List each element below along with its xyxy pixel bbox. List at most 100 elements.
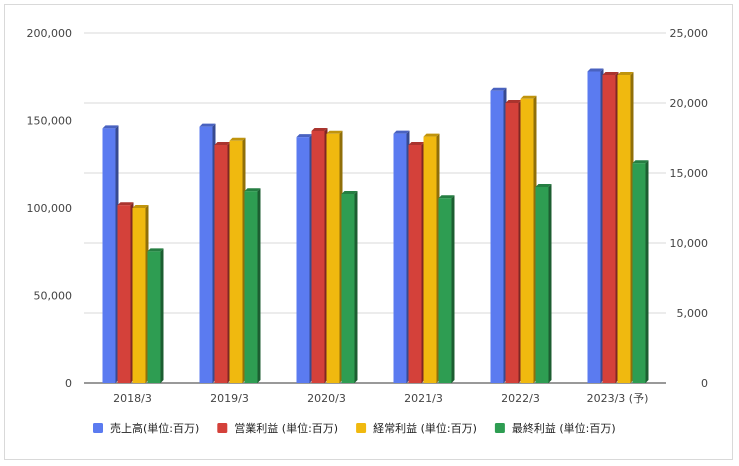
x-tick-label: 2022/3: [501, 392, 540, 405]
bar-top: [147, 248, 164, 252]
left-tick-label: 50,000: [34, 290, 73, 303]
bar: [632, 160, 649, 383]
bar: [229, 137, 246, 383]
bar-top: [102, 125, 119, 129]
bar-front: [632, 163, 646, 383]
bar-front: [117, 205, 131, 383]
bar-top: [490, 87, 507, 91]
bar-top: [244, 188, 261, 192]
bar-front: [102, 128, 116, 383]
bar-front: [229, 140, 243, 383]
bar: [341, 191, 358, 383]
bar: [102, 125, 119, 383]
legend-item: 最終利益 (単位:百万): [494, 421, 616, 435]
right-tick-label: 15,000: [670, 167, 709, 180]
bar-front: [147, 251, 161, 383]
bar-top: [587, 68, 604, 72]
bar-front: [535, 187, 549, 383]
left-axis: 0 50,000 100,000 150,000 200,000: [27, 27, 73, 390]
legend-label: 売上高(単位:百万): [110, 421, 199, 435]
legend-label: 経常利益 (単位:百万): [373, 421, 477, 435]
bars: [102, 68, 649, 384]
legend-item: 営業利益 (単位:百万): [217, 421, 338, 435]
x-tick-label: 2020/3: [307, 392, 346, 405]
bar-front: [311, 131, 325, 383]
right-tick-label: 25,000: [670, 27, 709, 40]
bar-front: [326, 133, 340, 383]
bar-top: [326, 130, 343, 134]
bar-top: [423, 133, 440, 137]
left-tick-label: 0: [65, 377, 72, 390]
legend-swatch: [356, 423, 367, 433]
legend-swatch: [93, 423, 103, 433]
legend-label: 営業利益 (単位:百万): [234, 421, 338, 435]
bar: [505, 100, 522, 383]
bar: [326, 130, 343, 383]
bar-side: [160, 248, 164, 383]
bar: [393, 130, 410, 383]
bar-top: [520, 95, 537, 99]
bar-front: [132, 208, 146, 383]
bar-top: [132, 205, 149, 208]
bar-side: [257, 188, 261, 383]
bar-front: [520, 98, 534, 384]
bar-top: [311, 128, 328, 131]
bar: [520, 95, 537, 384]
bar-top: [632, 160, 649, 164]
bar: [423, 133, 440, 383]
right-tick-label: 10,000: [670, 237, 709, 250]
right-tick-label: 0: [701, 377, 708, 390]
bar-front: [423, 136, 437, 383]
legend-item: 売上高(単位:百万): [93, 421, 199, 435]
legend-swatch: [217, 423, 228, 433]
left-tick-label: 150,000: [27, 115, 73, 128]
legend-label: 最終利益 (単位:百万): [512, 421, 616, 435]
bar: [117, 202, 134, 383]
bar-top: [535, 184, 552, 187]
bar-front: [341, 194, 355, 383]
bar: [147, 248, 164, 383]
bar-side: [354, 191, 358, 383]
right-tick-label: 20,000: [670, 97, 709, 110]
bar-front: [587, 71, 601, 383]
bar-front: [490, 90, 504, 383]
bar-side: [451, 195, 455, 383]
bar-top: [602, 72, 619, 75]
bar-top: [229, 137, 246, 141]
bar-front: [214, 145, 228, 383]
bar-front: [505, 103, 519, 383]
bar-top: [617, 72, 634, 75]
x-tick-label: 2018/3: [113, 392, 152, 405]
bar-top: [408, 142, 425, 145]
bar-side: [645, 160, 649, 383]
x-tick-label: 2019/3: [210, 392, 249, 405]
bar: [490, 87, 507, 383]
bar-top: [117, 202, 134, 206]
bar-top: [214, 142, 231, 145]
bar-front: [602, 75, 616, 383]
right-tick-label: 5,000: [677, 307, 709, 320]
legend-swatch: [494, 423, 505, 433]
bar: [296, 134, 313, 383]
bar: [438, 195, 455, 383]
bar: [408, 142, 425, 383]
bar: [587, 68, 604, 383]
bar: [311, 128, 328, 383]
bar: [602, 72, 619, 383]
bar: [617, 72, 634, 383]
bar-top: [505, 100, 522, 103]
bar-top: [296, 134, 313, 138]
right-axis: 0 5,000 10,000 15,000 20,000 25,000: [670, 27, 709, 390]
bar: [244, 188, 261, 383]
bar-front: [296, 137, 310, 383]
bar: [132, 205, 149, 383]
bar: [199, 123, 216, 383]
legend: 売上高(単位:百万) 営業利益 (単位:百万) 経常利益 (単位:百万) 最終利益 (…: [93, 421, 616, 435]
bar-top: [438, 195, 455, 199]
grid-lines: [84, 32, 666, 384]
legend-item: 経常利益 (単位:百万): [356, 421, 477, 435]
bar-top: [341, 191, 358, 194]
left-tick-label: 200,000: [27, 27, 73, 40]
bar-front: [199, 126, 213, 383]
